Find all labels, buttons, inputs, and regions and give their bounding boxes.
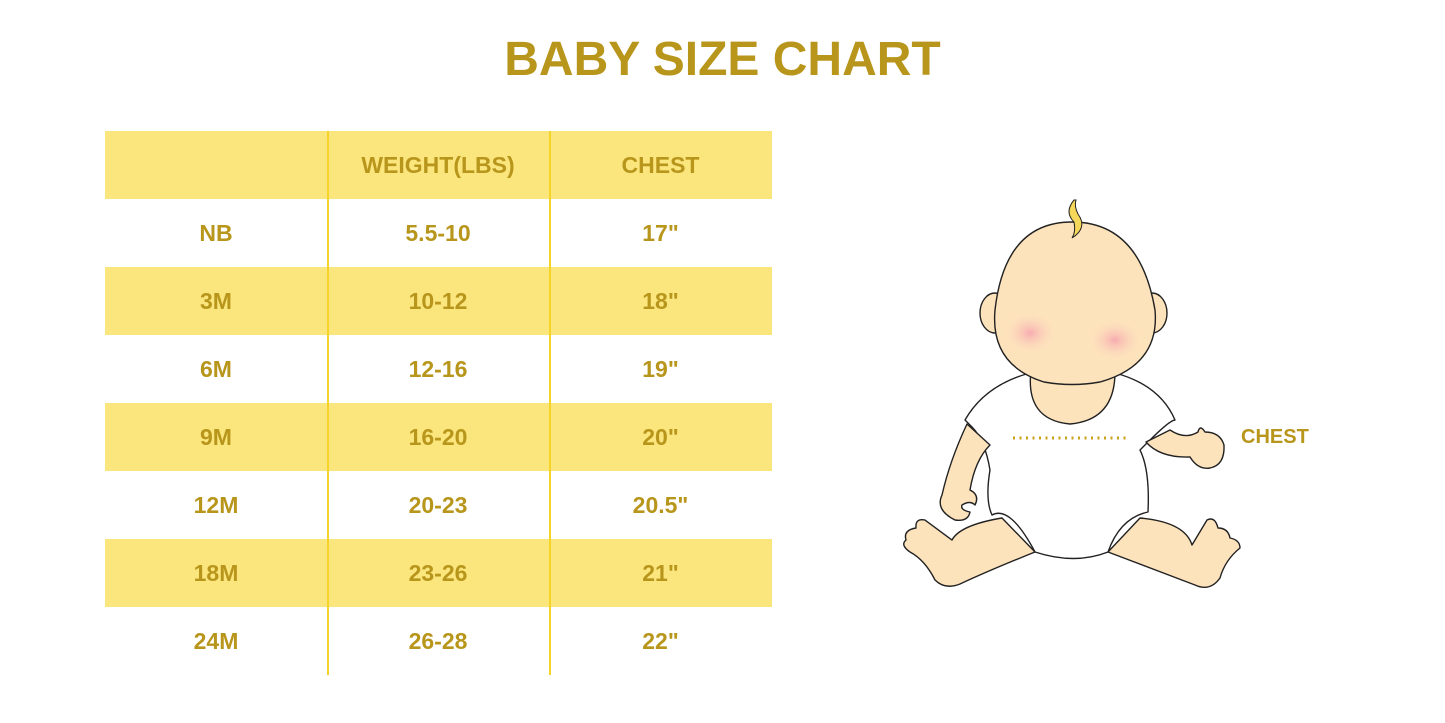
head	[993, 221, 1157, 386]
cell-size: NB	[199, 219, 233, 246]
cell-weight: 23-26	[408, 559, 468, 586]
cell-size: 18M	[193, 559, 239, 586]
chest-label: CHEST	[1241, 426, 1309, 448]
left-cheek	[1002, 311, 1058, 355]
cell-chest: 22"	[642, 627, 679, 654]
cell-weight: 20-23	[408, 491, 468, 518]
column-divider	[549, 131, 551, 675]
table-row: 18M 23-26 21"	[105, 539, 772, 607]
cell-weight: 12-16	[408, 355, 468, 382]
cell-chest: 19"	[642, 355, 679, 382]
right-arm	[1145, 427, 1225, 469]
table-row: 12M 20-23 20.5"	[105, 471, 772, 539]
cell-size: 24M	[193, 627, 239, 654]
cell-weight: 10-12	[408, 287, 468, 314]
right-cheek	[1087, 318, 1143, 362]
left-leg	[903, 517, 1036, 587]
cell-chest: 17"	[642, 219, 679, 246]
hair-curl	[1068, 199, 1083, 239]
cell-size: 3M	[200, 287, 232, 314]
cell-chest: 18"	[642, 287, 679, 314]
left-arm	[939, 423, 991, 522]
cell-weight: 5.5-10	[405, 219, 471, 246]
table-row: NB 5.5-10 17"	[105, 199, 772, 267]
table-row: 9M 16-20 20"	[105, 403, 772, 471]
table-header-row: WEIGHT(LBS) CHEST	[105, 131, 772, 199]
cell-chest: 20.5"	[632, 491, 689, 518]
column-divider	[327, 131, 329, 675]
table-row: 6M 12-16 19"	[105, 335, 772, 403]
cell-chest: 20"	[642, 423, 679, 450]
table-row: 3M 10-12 18"	[105, 267, 772, 335]
cell-size: 12M	[193, 491, 239, 518]
cell-size: 9M	[200, 423, 232, 450]
table-row: 24M 26-28 22"	[105, 607, 772, 675]
cell-chest: 21"	[642, 559, 679, 586]
right-leg	[1107, 517, 1241, 588]
cell-weight: 16-20	[408, 423, 468, 450]
size-table: WEIGHT(LBS) CHEST NB 5.5-10 17" 3M 10-12 18" 6…	[105, 131, 772, 675]
page-title: BABY SIZE CHART	[504, 33, 941, 86]
header-cell-chest: CHEST	[621, 151, 700, 178]
cell-size: 6M	[200, 355, 232, 382]
header-cell-weight: WEIGHT(LBS)	[361, 151, 515, 178]
cell-weight: 26-28	[408, 627, 468, 654]
